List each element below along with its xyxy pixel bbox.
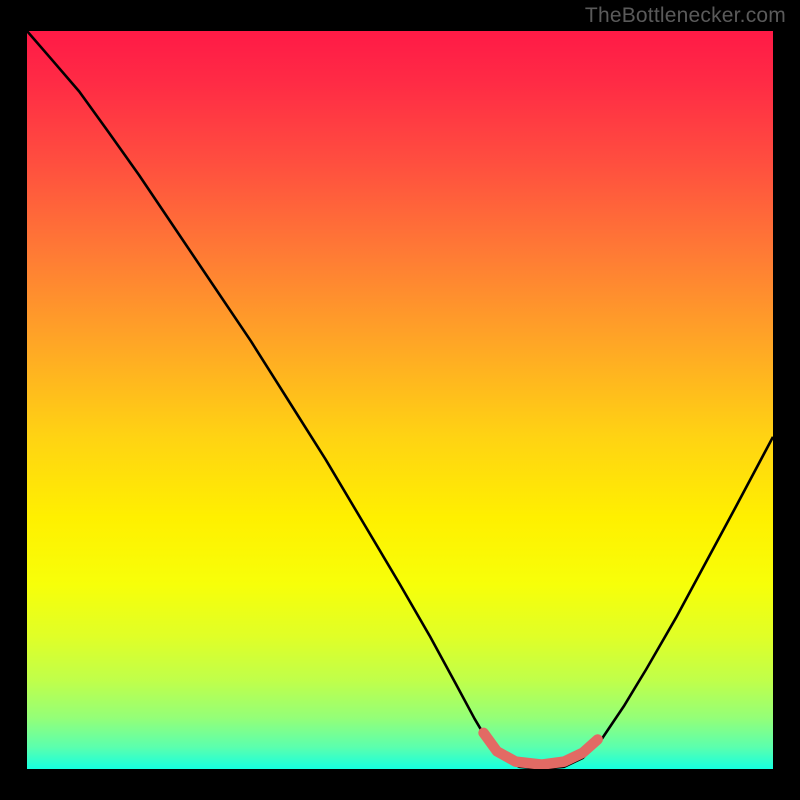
frame-border-left [0,0,27,800]
bottleneck-curve [27,31,773,769]
watermark-text: TheBottlenecker.com [585,4,786,28]
plot-area [27,31,773,769]
frame-border-right [773,0,800,800]
frame-border-bottom [0,769,800,800]
chart-svg [27,31,773,769]
